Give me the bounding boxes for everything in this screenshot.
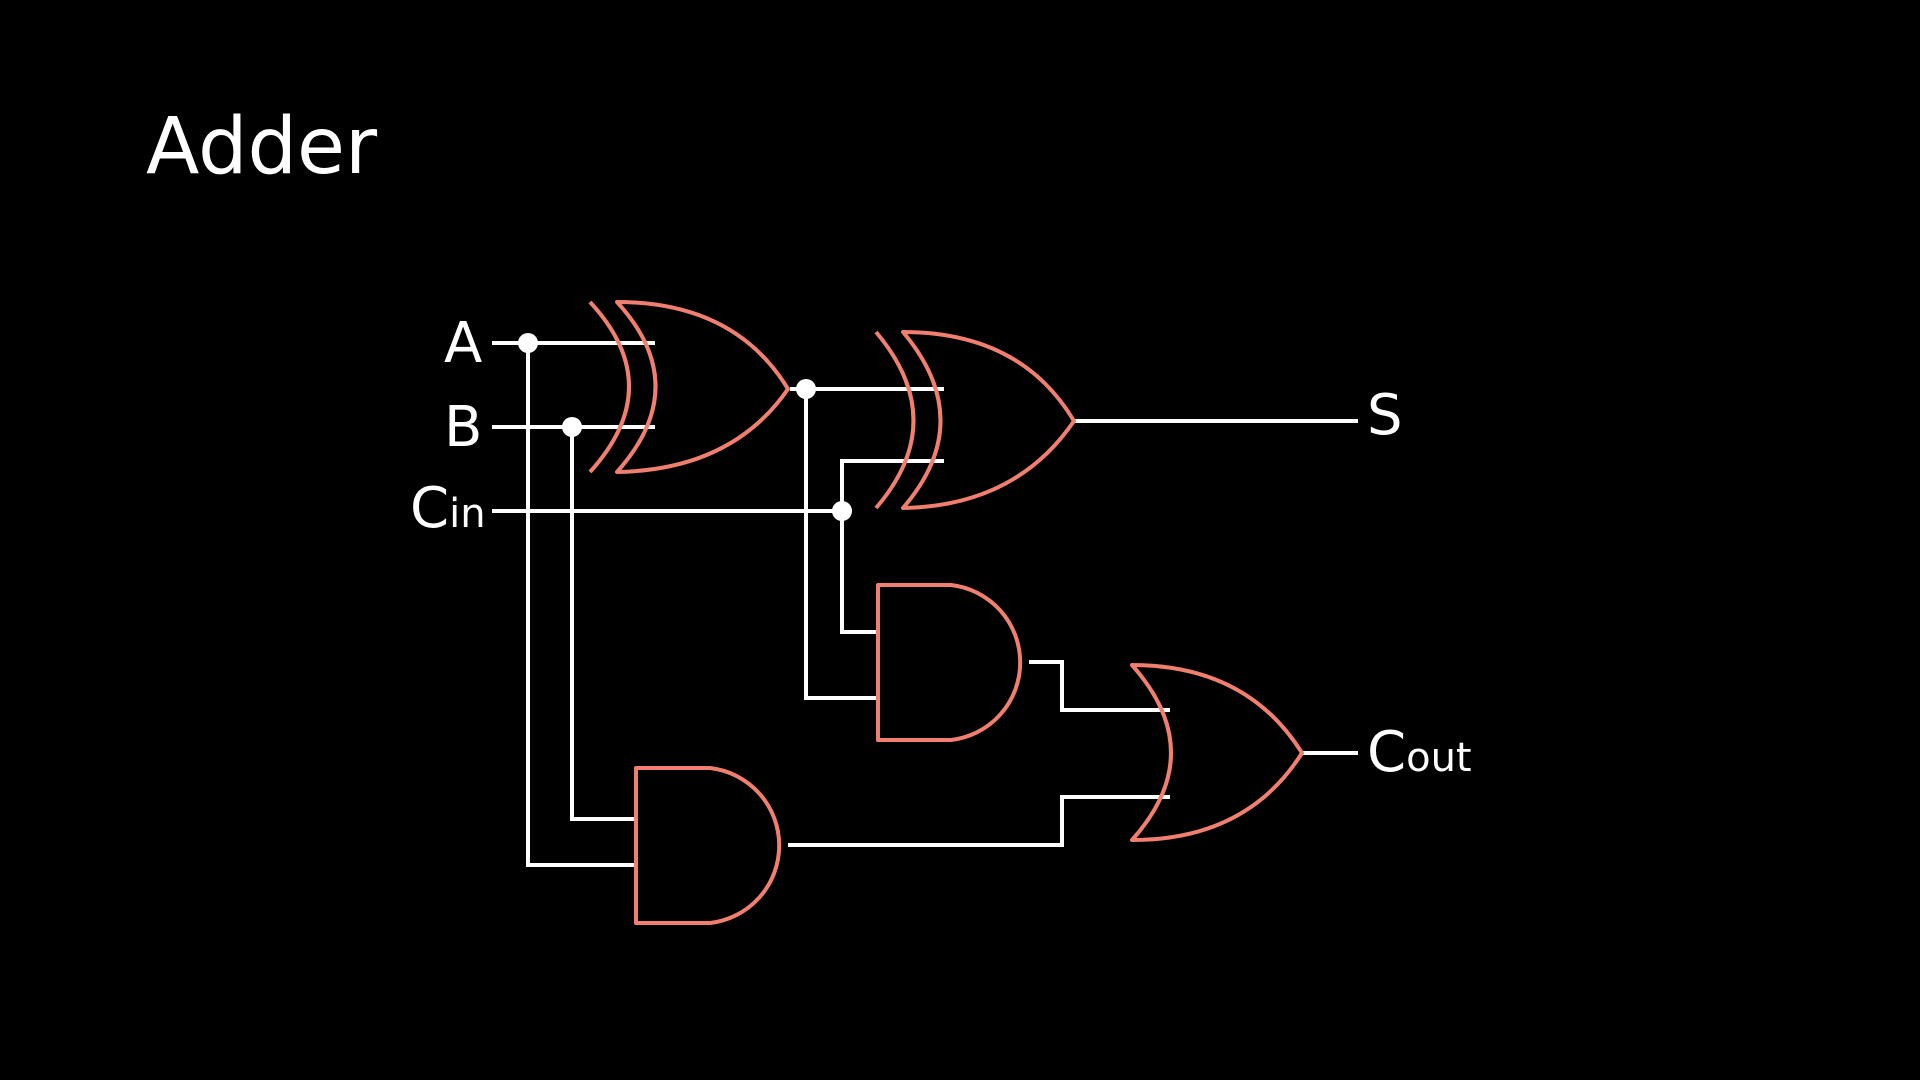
wire-xor1-to-and1 bbox=[804, 389, 878, 700]
output-cout-subscript: out bbox=[1406, 735, 1472, 781]
junctions bbox=[518, 333, 852, 521]
input-cin-subscript: in bbox=[449, 491, 485, 537]
or-gate bbox=[1130, 663, 1304, 842]
junction-xor1-out bbox=[796, 379, 816, 399]
slide-title: Adder bbox=[146, 102, 378, 192]
junction-a bbox=[518, 333, 538, 353]
wire-and1-to-or bbox=[1029, 660, 1170, 712]
input-cin-main: C bbox=[410, 476, 449, 541]
junction-b bbox=[562, 417, 582, 437]
xor-gate-2 bbox=[874, 330, 1076, 510]
and-gate-2 bbox=[634, 766, 782, 925]
input-cin-label: Cin bbox=[410, 476, 486, 541]
wire-and2-to-or bbox=[788, 795, 1170, 847]
output-sum-label: S bbox=[1367, 383, 1403, 448]
wire-b-to-and2 bbox=[570, 427, 636, 821]
wire-cin-to-xor2 bbox=[840, 459, 944, 511]
input-b-label: B bbox=[444, 395, 482, 460]
output-cout-label: Cout bbox=[1367, 720, 1472, 785]
junction-cin bbox=[832, 501, 852, 521]
and-gate-1 bbox=[876, 583, 1023, 742]
input-a-label: A bbox=[444, 311, 482, 376]
output-cout-main: C bbox=[1367, 720, 1406, 785]
wire-cin-to-and1 bbox=[840, 511, 878, 634]
xor-gate-1 bbox=[588, 300, 790, 474]
wire-a-to-and2 bbox=[526, 343, 636, 867]
wires bbox=[492, 341, 1358, 867]
